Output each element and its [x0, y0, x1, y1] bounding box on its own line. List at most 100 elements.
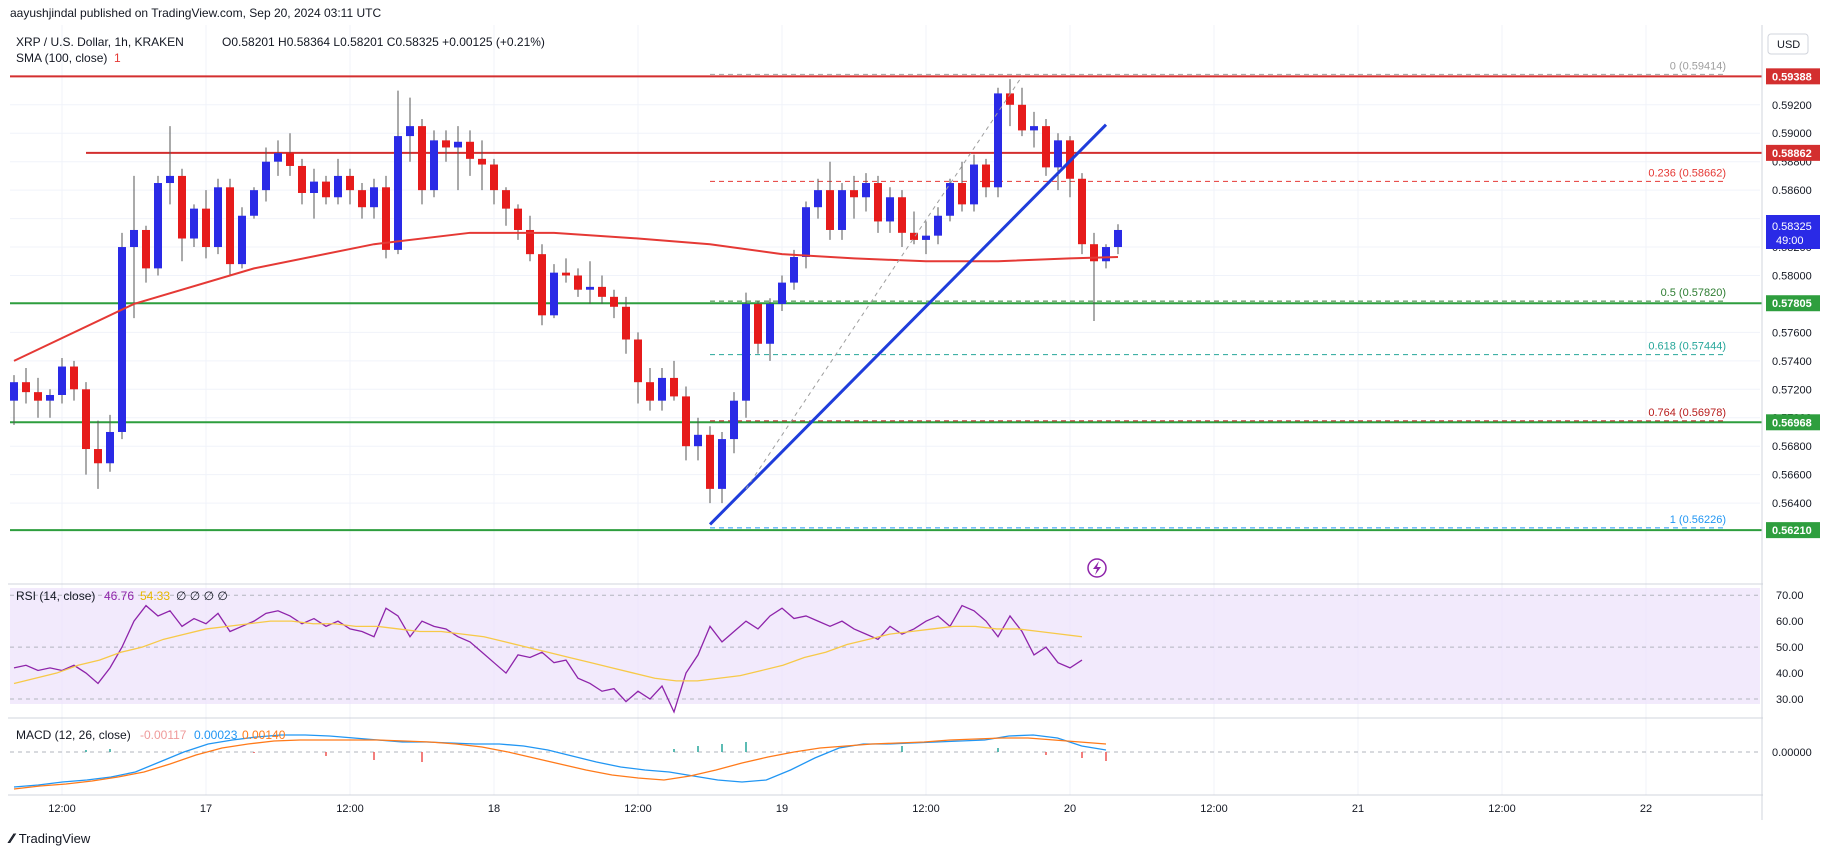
candle-body	[154, 183, 162, 269]
candle-body	[370, 187, 378, 208]
candle-body	[526, 229, 534, 255]
level-badge-label: 0.57805	[1772, 298, 1812, 310]
candle-body	[334, 175, 342, 198]
candle-body	[1078, 178, 1086, 245]
candle-body	[694, 434, 702, 447]
candle-body	[670, 377, 678, 397]
candle-body	[202, 208, 210, 248]
level-badge-label: 0.58862	[1772, 148, 1812, 160]
legend-rsi: RSI (14, close)	[16, 589, 95, 603]
currency-badge-box[interactable]	[1767, 33, 1809, 55]
fib-level-label: 0.5 (0.57820)	[1661, 287, 1726, 299]
price-tick-label: 0.56800	[1772, 441, 1812, 453]
candle-body	[82, 389, 90, 450]
candle-body	[34, 392, 42, 401]
time-tick-label: 12:00	[912, 803, 940, 815]
rsi-line	[13, 604, 1083, 714]
level-badge-label: 0.56210	[1772, 525, 1812, 537]
candle-body	[46, 394, 54, 401]
candle-body	[1042, 126, 1050, 168]
candle-body	[874, 183, 882, 222]
candle-body	[574, 275, 582, 290]
bullish-trend-line	[708, 123, 1108, 526]
last-price-badge	[1766, 215, 1820, 249]
level-badge-label: 0.56968	[1772, 417, 1812, 429]
candle-body	[958, 183, 966, 205]
level-badge	[1766, 144, 1820, 161]
candle-body	[490, 164, 498, 191]
price-tick-label: 0.57400	[1772, 356, 1812, 368]
fib-level-label: 1 (0.56226)	[1670, 514, 1726, 526]
rsi-tick-label: 50.00	[1776, 642, 1804, 654]
time-tick-label: 21	[1352, 803, 1364, 815]
lightning-icon	[1093, 561, 1101, 575]
candle-body	[1030, 126, 1038, 131]
last-price-countdown: 49:00	[1776, 235, 1804, 247]
level-badge-label: 0.59388	[1772, 71, 1812, 83]
rsi-tick-label: 40.00	[1776, 668, 1804, 680]
candle-body	[322, 181, 330, 198]
candle-body	[838, 190, 846, 230]
candle-body	[898, 197, 906, 233]
rsi-band	[10, 588, 1760, 704]
candle-body	[922, 235, 930, 240]
candle-body	[634, 339, 642, 383]
legend-rsi-value: 46.76	[104, 589, 134, 603]
rsi-tick-label: 70.00	[1776, 590, 1804, 602]
rsi-tick-label: 30.00	[1776, 694, 1804, 706]
legend-macd-signal: 0.00140	[242, 728, 286, 742]
candle-body	[94, 449, 102, 464]
price-tick-label: 0.59000	[1772, 128, 1812, 140]
price-axis: 0.592000.590000.588000.586000.584000.582…	[1766, 68, 1820, 759]
candle-body	[622, 306, 630, 340]
trendlines	[708, 76, 1108, 526]
legend-macd-line: 0.00023	[194, 728, 238, 742]
candle-body	[814, 190, 822, 208]
candle-body	[430, 140, 438, 191]
candle-body	[550, 272, 558, 316]
legend-sma-count: 1	[114, 51, 121, 65]
candle-body	[166, 175, 174, 184]
candle-body	[214, 187, 222, 248]
candle-body	[586, 286, 594, 290]
candle-body	[754, 303, 762, 344]
candle-body	[226, 187, 234, 265]
candle-body	[466, 141, 474, 159]
time-tick-label: 12:00	[1200, 803, 1228, 815]
price-tick-label: 0.57200	[1772, 384, 1812, 396]
tradingview-logo-icon: ⁄⁄	[10, 830, 14, 846]
candle-body	[862, 183, 870, 198]
candle-body	[946, 183, 954, 216]
level-badge	[1766, 295, 1820, 312]
candle-body	[1090, 244, 1098, 262]
fib-diagonal-line	[745, 76, 1023, 490]
horizontal-levels	[10, 75, 1762, 532]
time-tick-label: 17	[200, 803, 212, 815]
candle-body	[142, 229, 150, 269]
candle-body	[478, 158, 486, 165]
currency-badge[interactable]: USD	[1777, 39, 1800, 51]
footer: ⁄⁄ TradingView	[10, 830, 90, 846]
candle-body	[118, 247, 126, 432]
fib-level-label: 0 (0.59414)	[1670, 60, 1726, 72]
candle-body	[910, 232, 918, 240]
candle-body	[682, 396, 690, 447]
candle-body	[850, 190, 858, 198]
candle-body	[418, 126, 426, 191]
candle-body	[262, 161, 270, 191]
candle-body	[1114, 229, 1122, 248]
candle-body	[790, 257, 798, 283]
price-tick-label: 0.56400	[1772, 498, 1812, 510]
candle-body	[766, 303, 774, 344]
footer-brand: TradingView	[18, 830, 91, 846]
candle-body	[982, 164, 990, 188]
candle-body	[10, 382, 18, 401]
candle-body	[358, 190, 366, 208]
candle-body	[1054, 140, 1062, 168]
candle-body	[610, 296, 618, 307]
price-tick-label: 0.56600	[1772, 470, 1812, 482]
candle-body	[190, 208, 198, 239]
candle-body	[970, 164, 978, 205]
fib-level-label: 0.618 (0.57444)	[1648, 341, 1726, 353]
candle-body	[274, 153, 282, 162]
